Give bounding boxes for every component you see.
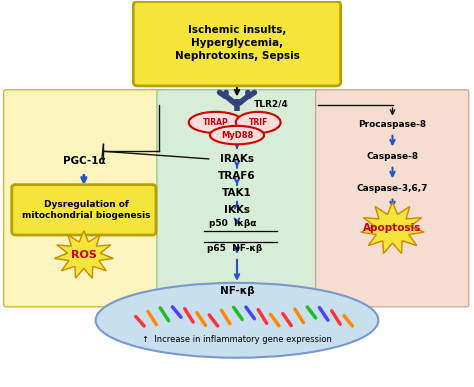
Text: PGC-1α: PGC-1α bbox=[63, 156, 105, 166]
Text: TLR2/4: TLR2/4 bbox=[254, 100, 288, 109]
FancyBboxPatch shape bbox=[316, 90, 469, 307]
FancyBboxPatch shape bbox=[12, 185, 156, 235]
Text: TAK1: TAK1 bbox=[222, 188, 252, 199]
Text: TRAF6: TRAF6 bbox=[218, 171, 256, 181]
Ellipse shape bbox=[236, 112, 281, 133]
Text: Dysregulation of
mitochondrial biogenesis: Dysregulation of mitochondrial biogenesi… bbox=[22, 200, 150, 221]
Ellipse shape bbox=[189, 112, 243, 133]
Text: IKKs: IKKs bbox=[224, 205, 250, 215]
Text: ROS: ROS bbox=[71, 250, 97, 260]
FancyBboxPatch shape bbox=[4, 90, 164, 307]
Text: ↑  Increase in inflammatory gene expression: ↑ Increase in inflammatory gene expressi… bbox=[142, 335, 332, 344]
Polygon shape bbox=[55, 231, 113, 278]
Text: TRIF: TRIF bbox=[248, 118, 268, 127]
Text: NF-κβ: NF-κβ bbox=[219, 286, 255, 296]
Text: Caspase-3,6,7: Caspase-3,6,7 bbox=[357, 183, 428, 193]
Text: p65  NF-κβ: p65 NF-κβ bbox=[207, 244, 262, 253]
FancyBboxPatch shape bbox=[133, 2, 341, 86]
Ellipse shape bbox=[96, 283, 378, 358]
Text: Caspase-8: Caspase-8 bbox=[366, 152, 419, 161]
Text: p50  Iκβα: p50 Iκβα bbox=[209, 219, 256, 228]
Text: Apoptosis: Apoptosis bbox=[363, 223, 422, 233]
Text: MyD88: MyD88 bbox=[221, 130, 253, 140]
Text: TIRAP: TIRAP bbox=[203, 118, 228, 127]
Text: Ischemic insults,
Hyperglycemia,
Nephrotoxins, Sepsis: Ischemic insults, Hyperglycemia, Nephrot… bbox=[174, 25, 300, 61]
FancyBboxPatch shape bbox=[157, 90, 322, 307]
Text: IRAKs: IRAKs bbox=[220, 154, 254, 164]
Polygon shape bbox=[361, 202, 424, 253]
Text: Procaspase-8: Procaspase-8 bbox=[358, 120, 427, 129]
Ellipse shape bbox=[210, 126, 264, 144]
